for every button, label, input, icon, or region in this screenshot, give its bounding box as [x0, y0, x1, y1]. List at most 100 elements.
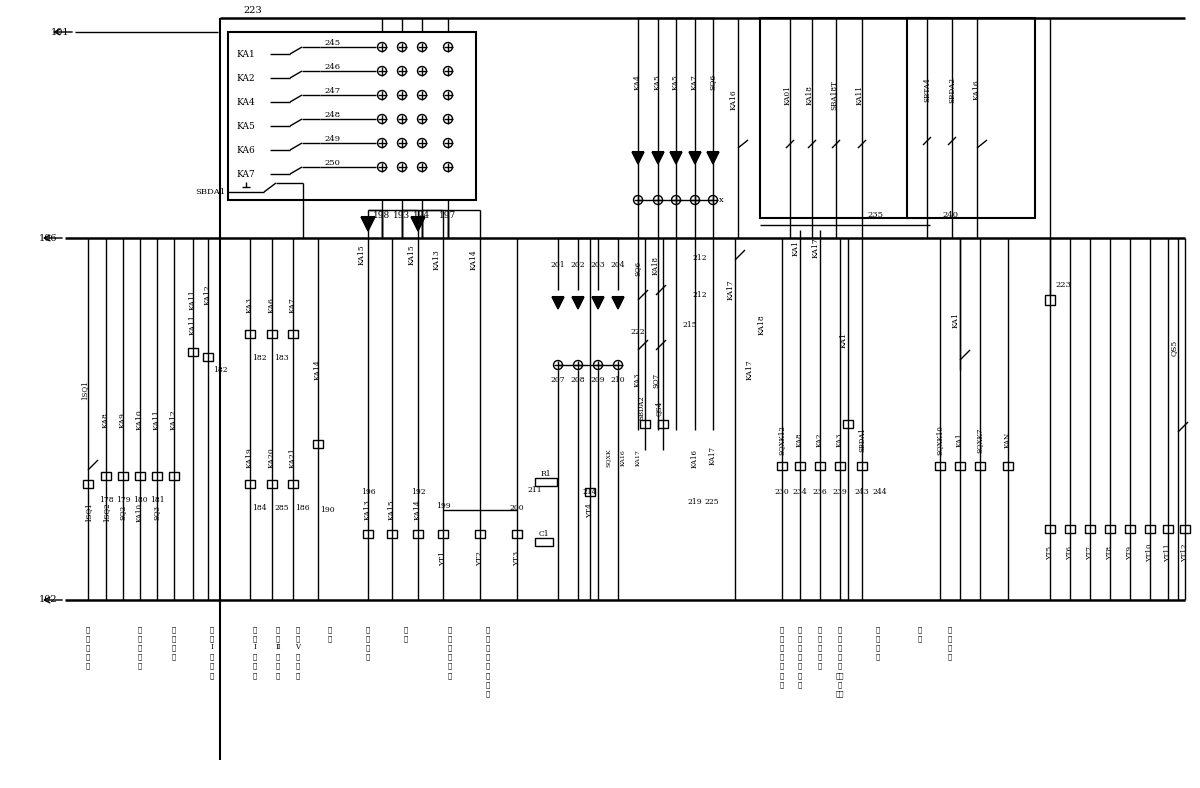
Text: 前
刀
架
纵
向
左
移: 前 刀 架 纵 向 左 移	[798, 625, 802, 688]
Text: 1SQ1: 1SQ1	[80, 380, 88, 400]
Text: 184: 184	[252, 504, 266, 512]
Text: 186: 186	[295, 504, 310, 512]
Text: KA5: KA5	[236, 121, 254, 131]
Text: KA17: KA17	[812, 238, 820, 258]
Text: 高
挡: 高 挡	[404, 625, 408, 642]
Text: 1SQ1: 1SQ1	[84, 502, 92, 522]
Text: SBTA4: SBTA4	[923, 78, 931, 102]
Text: 转
塔
碰
停: 转 塔 碰 停	[172, 625, 176, 660]
Text: SBDA2: SBDA2	[637, 396, 646, 421]
Text: 卡
盘
卡
紧: 卡 盘 卡 紧	[948, 625, 952, 660]
Circle shape	[553, 360, 563, 370]
Text: SQXK10: SQXK10	[936, 425, 944, 455]
Text: 207: 207	[551, 376, 565, 384]
Bar	[512, 530, 522, 538]
Text: KA3: KA3	[246, 297, 254, 313]
Text: 248: 248	[324, 111, 340, 119]
Text: KA11: KA11	[190, 290, 197, 310]
Circle shape	[418, 114, 426, 124]
Text: 194: 194	[413, 210, 431, 220]
Circle shape	[397, 91, 407, 99]
Bar	[1045, 525, 1055, 533]
Text: 223: 223	[1055, 281, 1070, 289]
Text: YT2: YT2	[476, 551, 484, 566]
Text: 243: 243	[854, 488, 869, 496]
Bar	[313, 440, 323, 448]
Text: 199: 199	[436, 502, 450, 510]
Text: KA8: KA8	[102, 412, 110, 428]
Circle shape	[444, 43, 452, 51]
Text: 后
刀
架
碰
停: 后 刀 架 碰 停	[138, 625, 142, 670]
Text: QS5: QS5	[1170, 340, 1178, 356]
Bar	[1126, 525, 1135, 533]
Text: YT12: YT12	[1181, 544, 1189, 563]
Bar	[438, 530, 448, 538]
Text: 225: 225	[704, 498, 719, 506]
Bar	[288, 480, 298, 488]
Bar	[1045, 295, 1055, 305]
Circle shape	[397, 162, 407, 172]
Text: YT11: YT11	[1164, 544, 1172, 563]
Text: 193: 193	[394, 210, 410, 220]
Text: KAN: KAN	[1004, 432, 1012, 448]
Bar	[83, 480, 94, 488]
Circle shape	[690, 195, 700, 205]
Text: KA3: KA3	[634, 373, 642, 387]
Bar	[907, 18, 1034, 218]
Bar	[245, 330, 256, 338]
Text: YT9: YT9	[1126, 546, 1134, 560]
Circle shape	[378, 139, 386, 147]
Circle shape	[444, 162, 452, 172]
Circle shape	[444, 66, 452, 76]
Bar	[1003, 462, 1013, 470]
Text: 245: 245	[324, 39, 340, 47]
Bar	[586, 488, 595, 496]
Text: 250: 250	[324, 159, 340, 167]
Text: 240: 240	[942, 211, 958, 219]
Text: SQ7: SQ7	[652, 373, 660, 388]
Text: 转
塔
II
面
碰
停: 转 塔 II 面 碰 停	[275, 625, 281, 679]
Text: 212: 212	[692, 254, 707, 262]
Text: 285: 285	[274, 504, 289, 512]
Text: 204: 204	[611, 261, 625, 269]
Polygon shape	[410, 217, 425, 231]
Circle shape	[397, 43, 407, 51]
Text: 198: 198	[373, 210, 391, 220]
Text: 101: 101	[50, 28, 70, 36]
Text: 刹
车: 刹 车	[918, 625, 922, 642]
Text: KA8: KA8	[796, 433, 804, 448]
Text: YT3: YT3	[514, 551, 521, 566]
Text: KA2: KA2	[236, 73, 254, 83]
Text: KA17: KA17	[746, 359, 754, 381]
Text: KA18: KA18	[806, 85, 814, 105]
Text: KA15: KA15	[408, 244, 416, 266]
Text: 203: 203	[590, 261, 605, 269]
Bar	[796, 462, 805, 470]
Text: 247: 247	[324, 87, 340, 95]
Text: KA4: KA4	[236, 98, 254, 106]
Circle shape	[672, 195, 680, 205]
Text: 246: 246	[324, 63, 340, 71]
Bar	[1180, 525, 1190, 533]
Text: 230: 230	[775, 488, 790, 496]
Text: SQ6: SQ6	[709, 74, 718, 90]
Text: 182: 182	[212, 366, 227, 374]
Text: 前
刀
架
快
速: 前 刀 架 快 速	[818, 625, 822, 670]
Text: 后
刀
架
快
进
（断
快
进）: 后 刀 架 快 进 （断 快 进）	[835, 625, 845, 697]
Text: 179: 179	[115, 496, 131, 504]
Text: KA14: KA14	[414, 500, 422, 520]
Text: KA17: KA17	[636, 450, 641, 466]
Text: KA13: KA13	[433, 250, 442, 270]
Text: KA11: KA11	[190, 314, 197, 336]
Text: 234: 234	[793, 488, 808, 496]
Circle shape	[444, 114, 452, 124]
Bar	[152, 472, 162, 480]
Circle shape	[397, 139, 407, 147]
Circle shape	[378, 91, 386, 99]
Text: SQ6: SQ6	[634, 261, 642, 276]
Text: SBDA2: SBDA2	[948, 77, 956, 103]
Circle shape	[418, 162, 426, 172]
Bar	[1066, 525, 1075, 533]
Polygon shape	[632, 152, 644, 164]
Text: KA3: KA3	[836, 433, 844, 447]
